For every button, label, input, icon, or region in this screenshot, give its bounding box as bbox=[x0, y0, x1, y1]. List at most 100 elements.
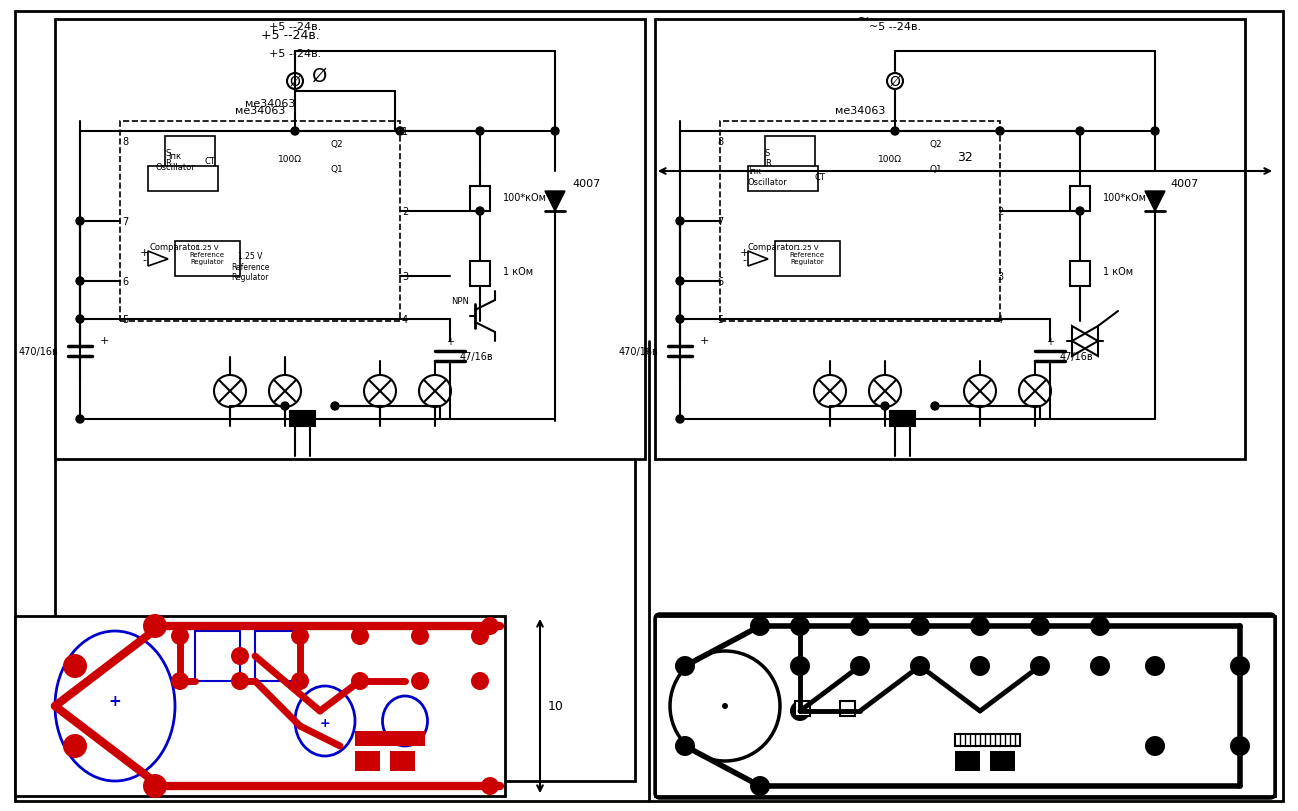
Circle shape bbox=[269, 375, 301, 407]
Text: CT: CT bbox=[205, 157, 215, 166]
Text: +: + bbox=[100, 336, 109, 345]
Circle shape bbox=[970, 616, 990, 636]
Text: Iпк
Oscillator: Iпк Oscillator bbox=[748, 167, 788, 187]
Bar bbox=[1070, 187, 1090, 212]
Circle shape bbox=[931, 402, 938, 410]
Text: 4: 4 bbox=[997, 315, 1003, 324]
Circle shape bbox=[77, 277, 84, 285]
Text: 3: 3 bbox=[402, 272, 408, 281]
Circle shape bbox=[1151, 128, 1159, 135]
Text: 1.25 V
Reference
Regulator: 1.25 V Reference Regulator bbox=[231, 251, 269, 281]
Text: 2: 2 bbox=[402, 207, 408, 217]
Text: +5 --24в.: +5 --24в. bbox=[269, 22, 321, 32]
Bar bbox=[794, 702, 810, 716]
Text: 32: 32 bbox=[957, 151, 974, 164]
Text: 2: 2 bbox=[997, 207, 1003, 217]
Text: ~5 --24в.: ~5 --24в. bbox=[868, 22, 922, 32]
Text: 470/16в: 470/16в bbox=[618, 346, 658, 357]
Circle shape bbox=[850, 616, 870, 636]
Text: +5 --24в.: +5 --24в. bbox=[269, 49, 321, 59]
Circle shape bbox=[1031, 656, 1050, 676]
Bar bbox=[130, 112, 410, 327]
Text: Ø: Ø bbox=[889, 75, 901, 89]
Bar bbox=[354, 731, 424, 746]
Circle shape bbox=[750, 616, 770, 636]
Bar bbox=[148, 167, 218, 191]
Circle shape bbox=[77, 415, 84, 423]
Circle shape bbox=[482, 617, 498, 635]
Circle shape bbox=[750, 776, 770, 796]
Polygon shape bbox=[1145, 191, 1166, 212]
Bar bbox=[354, 751, 380, 771]
Text: CT: CT bbox=[815, 172, 826, 182]
Text: 1: 1 bbox=[997, 127, 1003, 137]
Circle shape bbox=[850, 656, 870, 676]
Circle shape bbox=[868, 375, 901, 407]
Text: +: + bbox=[700, 336, 710, 345]
Circle shape bbox=[291, 128, 299, 135]
Text: 10: 10 bbox=[548, 700, 563, 713]
Bar bbox=[75, 72, 456, 362]
Text: +: + bbox=[740, 247, 749, 258]
Text: 1.25 V
Reference
Regulator: 1.25 V Reference Regulator bbox=[190, 245, 225, 264]
Text: 3: 3 bbox=[997, 272, 1003, 281]
Circle shape bbox=[411, 672, 430, 690]
Bar bbox=[775, 242, 840, 277]
Bar bbox=[655, 20, 1245, 460]
Text: Q1: Q1 bbox=[929, 165, 942, 174]
Circle shape bbox=[291, 672, 309, 690]
Circle shape bbox=[722, 703, 728, 709]
Bar bbox=[175, 242, 240, 277]
Circle shape bbox=[476, 128, 484, 135]
Circle shape bbox=[77, 217, 84, 225]
Bar bbox=[470, 187, 491, 212]
Text: ме34063: ме34063 bbox=[235, 106, 286, 116]
Circle shape bbox=[970, 656, 990, 676]
Circle shape bbox=[1145, 656, 1166, 676]
Bar bbox=[470, 262, 491, 286]
Bar bbox=[195, 631, 240, 681]
Bar bbox=[748, 167, 818, 191]
Text: ме34063: ме34063 bbox=[245, 99, 295, 109]
Circle shape bbox=[64, 654, 87, 678]
Text: R: R bbox=[765, 159, 771, 169]
Circle shape bbox=[675, 656, 694, 676]
Circle shape bbox=[411, 627, 430, 646]
Text: 1.25 V
Reference
Regulator: 1.25 V Reference Regulator bbox=[789, 245, 824, 264]
Text: R: R bbox=[165, 159, 171, 169]
Circle shape bbox=[482, 777, 498, 795]
Bar bbox=[890, 411, 915, 427]
Text: 5: 5 bbox=[716, 315, 723, 324]
Bar bbox=[55, 351, 635, 781]
Polygon shape bbox=[545, 191, 565, 212]
Circle shape bbox=[231, 647, 249, 665]
Circle shape bbox=[231, 672, 249, 690]
Circle shape bbox=[1090, 616, 1110, 636]
Circle shape bbox=[790, 616, 810, 636]
Circle shape bbox=[881, 402, 889, 410]
Text: +: + bbox=[447, 337, 454, 346]
Bar bbox=[165, 137, 215, 172]
Text: 4: 4 bbox=[402, 315, 408, 324]
Bar bbox=[955, 751, 980, 771]
Circle shape bbox=[143, 774, 167, 798]
Bar bbox=[720, 122, 999, 322]
Circle shape bbox=[419, 375, 450, 407]
Text: 47/16в: 47/16в bbox=[459, 351, 493, 362]
Circle shape bbox=[964, 375, 996, 407]
Circle shape bbox=[676, 277, 684, 285]
Circle shape bbox=[77, 315, 84, 324]
Bar bbox=[254, 631, 300, 681]
Bar bbox=[765, 137, 815, 172]
Text: 1 кОм: 1 кОм bbox=[504, 267, 533, 277]
Circle shape bbox=[280, 402, 289, 410]
Text: S: S bbox=[765, 149, 770, 158]
Circle shape bbox=[214, 375, 247, 407]
Circle shape bbox=[1076, 128, 1084, 135]
Text: 4007: 4007 bbox=[572, 178, 600, 189]
Text: NPN: NPN bbox=[452, 297, 469, 306]
Text: 47/16в: 47/16в bbox=[1060, 351, 1094, 362]
Text: 1: 1 bbox=[402, 127, 408, 137]
Text: Q2: Q2 bbox=[330, 139, 343, 148]
Circle shape bbox=[363, 375, 396, 407]
